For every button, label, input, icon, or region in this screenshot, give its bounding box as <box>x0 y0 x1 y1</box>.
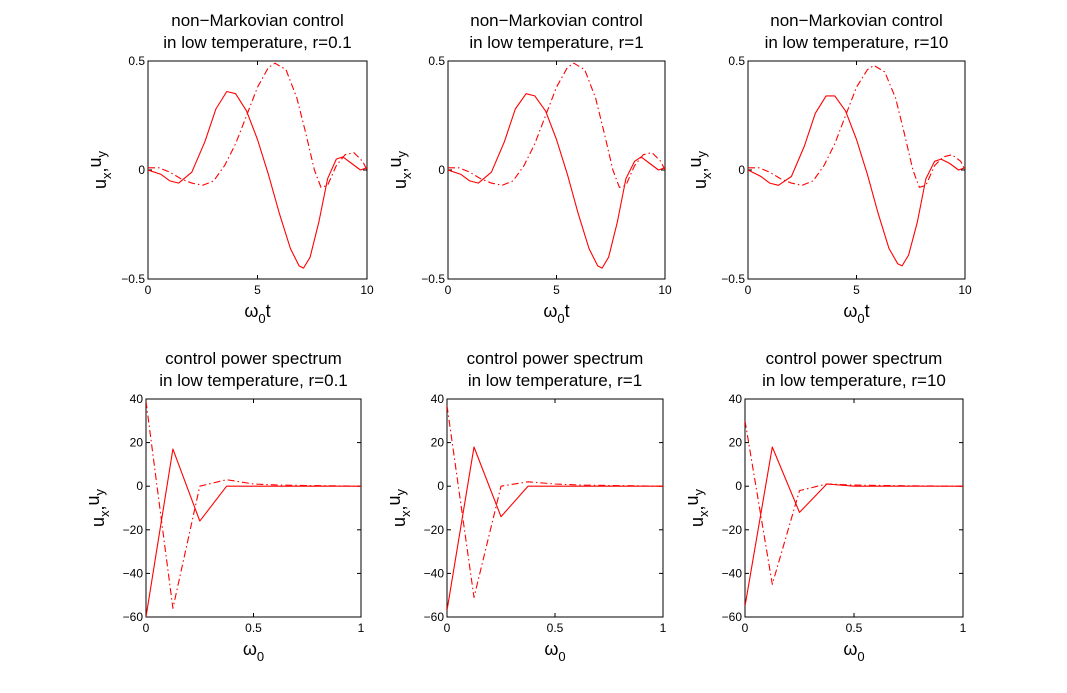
chart-title-line-1: control power spectrum <box>467 349 644 368</box>
x-tick-label: 0 <box>742 621 749 635</box>
chart-title-line-2: in low temperature, r=1 <box>468 371 642 390</box>
y-tick-label: −40 <box>722 566 743 580</box>
series-line-solid <box>448 93 665 269</box>
x-tick-label: 0.5 <box>245 621 262 635</box>
y-tick-label: 0.5 <box>728 54 745 68</box>
y-tick-label: −20 <box>424 523 445 537</box>
chart-title-line-2: in low temperature, r=10 <box>762 371 946 390</box>
x-tick-label: 5 <box>553 283 560 297</box>
y-tick-label: 0 <box>738 163 745 177</box>
subplot-6: control power spectrum in low temperature… <box>682 349 967 664</box>
y-tick-label: −60 <box>123 610 144 624</box>
x-tick-label: 0 <box>143 621 150 635</box>
x-tick-label: 1 <box>660 621 667 635</box>
y-tick-label: 0 <box>136 479 143 493</box>
series-line-solid <box>148 90 367 269</box>
chart-title-line-2: in low temperature, r=1 <box>469 33 643 52</box>
x-tick-label: 5 <box>853 283 860 297</box>
y-tick-label: 40 <box>431 392 445 406</box>
x-tick-label: 1 <box>358 621 365 635</box>
series-line-dash-dot <box>148 62 367 188</box>
y-tick-label: 0.5 <box>128 54 145 68</box>
chart-title-line-1: non−Markovian control <box>171 11 343 30</box>
y-tick-label: 20 <box>130 436 144 450</box>
chart-title-line-1: control power spectrum <box>165 349 342 368</box>
y-tick-label: −20 <box>722 523 743 537</box>
series-line-dash-dot <box>447 405 663 598</box>
axes-box <box>446 398 664 618</box>
x-tick-label: 0 <box>745 283 752 297</box>
y-tick-label: 20 <box>431 436 445 450</box>
y-tick-label: 0 <box>735 479 742 493</box>
x-tick-label: 0.5 <box>846 621 863 635</box>
chart-title-line-1: non−Markovian control <box>770 11 942 30</box>
subplot-2: non−Markovian control in low temperature,… <box>385 11 672 326</box>
x-axis-label: ω0 <box>544 639 565 664</box>
y-axis-label: ux,uy <box>385 150 414 189</box>
y-tick-label: 0 <box>438 163 445 177</box>
y-tick-label: −60 <box>722 610 743 624</box>
x-tick-label: 0 <box>145 283 152 297</box>
series-line-dash-dot <box>748 64 965 188</box>
y-tick-label: 0 <box>437 479 444 493</box>
x-tick-label: 0 <box>445 283 452 297</box>
chart-title-line-2: in low temperature, r=0.1 <box>159 371 348 390</box>
subplot-4: control power spectrum in low temperature… <box>83 349 365 664</box>
x-tick-label: 10 <box>658 283 672 297</box>
y-tick-label: −0.5 <box>721 272 745 286</box>
y-tick-label: −0.5 <box>121 272 145 286</box>
axes-box <box>744 398 964 618</box>
y-axis-label: ux,uy <box>685 150 714 189</box>
y-tick-label: 20 <box>729 436 743 450</box>
y-axis-label: ux,uy <box>384 488 413 527</box>
series-line-dash-dot <box>146 401 361 609</box>
series-line-dash-dot <box>745 420 963 585</box>
y-tick-label: 0.5 <box>428 54 445 68</box>
x-tick-label: 0.5 <box>547 621 564 635</box>
y-tick-label: −60 <box>424 610 445 624</box>
x-axis-label: ω0t <box>843 301 869 326</box>
x-tick-label: 0 <box>444 621 451 635</box>
y-tick-label: 40 <box>130 392 144 406</box>
series-line-solid <box>745 446 963 607</box>
x-axis-label: ω0t <box>543 301 569 326</box>
y-tick-label: −40 <box>123 566 144 580</box>
chart-title-line-2: in low temperature, r=10 <box>765 33 949 52</box>
y-axis-label: ux,uy <box>83 488 112 527</box>
x-tick-label: 10 <box>958 283 972 297</box>
series-line-dash-dot <box>448 62 665 188</box>
x-tick-label: 10 <box>360 283 374 297</box>
subplot-1: non−Markovian control in low temperature,… <box>85 11 374 326</box>
x-axis-label: ω0 <box>243 639 264 664</box>
y-tick-label: −40 <box>424 566 445 580</box>
x-tick-label: 5 <box>254 283 261 297</box>
y-axis-label: ux,uy <box>85 150 114 189</box>
chart-title-line-1: non−Markovian control <box>470 11 642 30</box>
y-axis-label: ux,uy <box>682 488 711 527</box>
series-line-solid <box>146 448 361 617</box>
series-line-solid <box>748 95 965 267</box>
y-tick-label: −0.5 <box>421 272 445 286</box>
subplot-3: non−Markovian control in low temperature,… <box>685 11 972 326</box>
chart-title-line-1: control power spectrum <box>766 349 943 368</box>
x-tick-label: 1 <box>960 621 967 635</box>
subplot-5: control power spectrum in low temperature… <box>384 349 667 664</box>
y-tick-label: 0 <box>138 163 145 177</box>
x-axis-label: ω0 <box>843 639 864 664</box>
x-axis-label: ω0t <box>244 301 270 326</box>
y-tick-label: −20 <box>123 523 144 537</box>
chart-title-line-2: in low temperature, r=0.1 <box>163 33 352 52</box>
series-line-solid <box>447 446 663 611</box>
y-tick-label: 40 <box>729 392 743 406</box>
